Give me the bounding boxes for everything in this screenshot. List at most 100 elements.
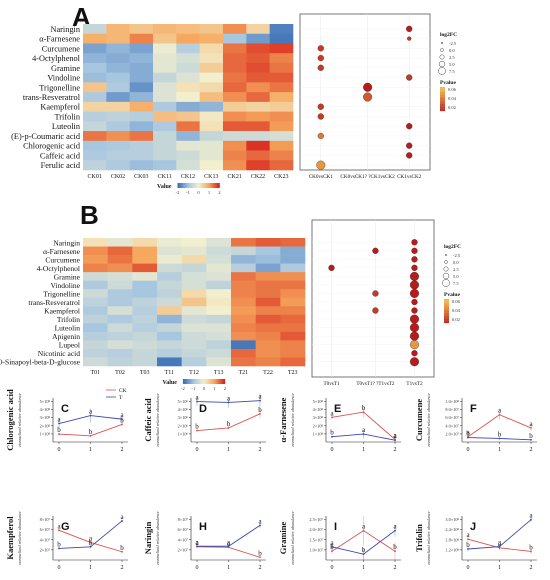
heatmap-cell xyxy=(153,121,177,132)
pvalue-legend-segment xyxy=(440,107,445,109)
heatmap-cell xyxy=(132,289,158,299)
heatmap-cell xyxy=(83,43,107,54)
heatmap-row-label: Kaempferol xyxy=(40,103,80,112)
significance-letter: a xyxy=(362,523,366,531)
line-chart-D: D Caffeic acid normalized relative abundan… xyxy=(143,393,266,453)
heatmap-cell xyxy=(269,101,294,112)
heatmap-cell xyxy=(255,348,281,358)
y-tick-label: 8×10⁷ xyxy=(40,517,51,522)
heatmap-cell xyxy=(153,150,177,161)
color-scale-segment xyxy=(191,183,194,188)
y-tick-label: 1×10⁸ xyxy=(313,431,324,436)
series-point-T xyxy=(331,545,333,548)
color-scale-segment xyxy=(205,379,207,384)
series-point-CK xyxy=(196,429,198,432)
heatmap-cell xyxy=(280,238,306,247)
pvalue-legend-segment xyxy=(440,105,445,107)
x-tick-label: 0 xyxy=(58,565,61,571)
heatmap-cell xyxy=(199,53,224,64)
heatmap-cell xyxy=(269,150,294,161)
pvalue-legend-segment xyxy=(440,99,445,101)
color-scale-title: Value xyxy=(162,380,177,386)
legend-label-ck: CK xyxy=(119,388,127,394)
heatmap-cell xyxy=(255,323,281,333)
significance-letter: a xyxy=(227,394,231,402)
heatmap-cell xyxy=(280,246,306,256)
pvalue-legend-segment xyxy=(440,89,445,91)
heatmap-cell xyxy=(132,340,158,350)
heatmap-cell xyxy=(231,272,256,281)
heatmap-cell xyxy=(106,62,130,73)
heatmap-cell xyxy=(132,306,158,316)
heatmap-cell xyxy=(206,246,232,256)
heatmap-cell xyxy=(106,72,130,83)
heatmap-cell xyxy=(129,82,154,93)
heatmap-cell xyxy=(206,314,232,324)
heatmap-cell xyxy=(153,33,177,44)
bubble-point xyxy=(363,82,373,92)
size-legend-label: 2.5 xyxy=(453,267,459,272)
y-axis-label: Gramine xyxy=(278,521,288,554)
pvalue-legend-segment xyxy=(444,308,449,310)
heatmap-cell xyxy=(157,297,182,307)
line-chart-C: C Chlorogenic acid normalized relative abu… xyxy=(5,388,128,453)
y-tick-label: 3×10⁸ xyxy=(313,415,324,420)
bubble-point xyxy=(409,323,419,333)
heatmap-cell xyxy=(206,297,232,307)
y-axis-sublabel: normalized relative abundance xyxy=(155,393,160,446)
panel-letter-G: G xyxy=(61,521,70,533)
color-scale-tick: 2 xyxy=(224,386,226,391)
heatmap-cell xyxy=(157,255,182,264)
heatmap-cell xyxy=(129,150,154,161)
pvalue-legend-segment xyxy=(444,309,449,312)
heatmap-row-label: Trifolin xyxy=(54,112,80,121)
significance-letter: a xyxy=(57,522,61,530)
pvalue-legend-segment xyxy=(444,314,449,316)
series-point-CK xyxy=(467,538,469,541)
heatmap-cell xyxy=(83,331,108,341)
color-scale-segment xyxy=(204,183,206,188)
color-scale-segment xyxy=(201,379,203,384)
bubble-point xyxy=(328,264,335,271)
heatmap-col-label: CK21 xyxy=(227,174,241,180)
significance-letter: b xyxy=(227,420,231,428)
series-point-T xyxy=(227,401,230,404)
significance-letter: a xyxy=(227,538,231,546)
heatmap-cell xyxy=(83,280,108,290)
y-tick-label: 2×10⁸ xyxy=(313,423,324,428)
heatmap-cell xyxy=(246,121,270,132)
series-point-CK xyxy=(362,411,365,413)
heatmap-cell xyxy=(176,101,200,112)
x-tick-label: 1 xyxy=(89,565,92,571)
significance-letter: b xyxy=(362,546,366,554)
heatmap-cell xyxy=(223,82,247,93)
heatmap-cell xyxy=(132,357,158,367)
y-tick-label: 5×10⁸ xyxy=(313,399,324,404)
color-scale-tick: 2 xyxy=(218,190,220,195)
heatmap-cell xyxy=(157,246,182,256)
size-legend-circle xyxy=(438,67,446,75)
heatmap-cell xyxy=(83,263,108,273)
x-tick-label: 1 xyxy=(498,565,501,571)
heatmap-cell xyxy=(223,92,247,103)
heatmap-cell xyxy=(199,24,224,35)
series-point-T xyxy=(394,439,396,442)
heatmap-cell xyxy=(153,72,177,83)
pvalue-legend-segment xyxy=(440,101,445,103)
heatmap-cell xyxy=(83,62,107,73)
panel-B: BNaringinα-FarneseneCurcumene4-Octylphen… xyxy=(0,200,461,391)
heatmap-cell xyxy=(206,348,232,358)
heatmap-cell xyxy=(269,43,294,54)
y-tick-label: 2.0×10⁷ xyxy=(445,431,459,436)
series-point-CK xyxy=(58,433,60,435)
heatmap-row-label: α-Farnesene xyxy=(39,35,80,44)
bubble-point xyxy=(317,132,324,140)
heatmap-cell xyxy=(255,246,281,256)
bubble-point xyxy=(317,45,324,52)
heatmap-cell xyxy=(223,160,247,171)
y-tick-label: 6×10⁷ xyxy=(178,527,189,532)
heatmap-cell xyxy=(132,255,158,264)
bubble-point xyxy=(411,256,418,263)
color-scale-segment xyxy=(190,183,192,188)
color-scale-segment xyxy=(184,379,186,384)
